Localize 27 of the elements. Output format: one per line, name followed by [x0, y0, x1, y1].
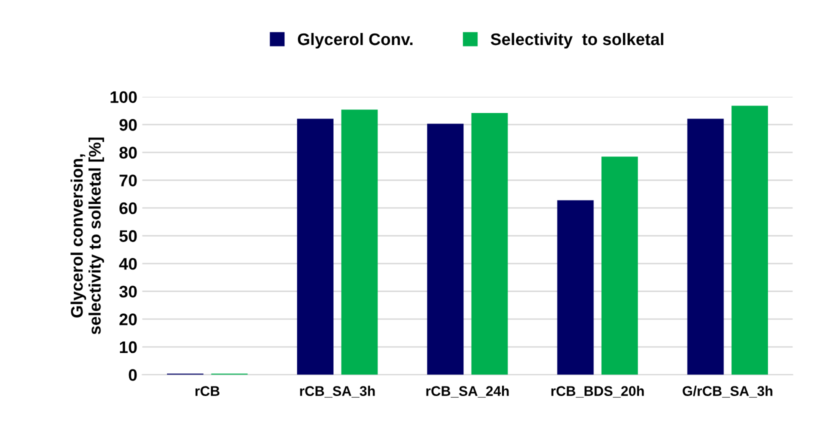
bar	[732, 106, 768, 375]
x-tick-label: rCB_SA_24h	[426, 386, 509, 398]
x-tick-label: rCB	[196, 386, 220, 396]
y-tick-label: 50	[119, 230, 137, 242]
bar	[601, 156, 638, 375]
y-tick-label: 90	[119, 119, 137, 131]
y-tick-label: 40	[119, 258, 137, 270]
legend-label: Glycerol Conv.	[298, 32, 412, 48]
y-tick-label: 60	[119, 202, 137, 214]
y-tick-label: 30	[119, 286, 137, 298]
y-tick-label: 0	[128, 369, 137, 381]
y-tick-label: 100	[110, 91, 137, 104]
y-axis-title: Glycerol conversion, selectivity to solketal [%]	[70, 138, 104, 334]
bar	[341, 110, 378, 375]
bar	[297, 118, 334, 375]
legend-label: Selectivity to solketal	[490, 32, 664, 48]
y-tick-label: 20	[119, 314, 137, 326]
x-tick-label: rCB_BDS_20h	[551, 386, 644, 398]
bar	[471, 112, 508, 375]
x-tick-label: rCB_SA_3h	[300, 386, 375, 398]
bar	[427, 124, 464, 375]
bar	[557, 200, 594, 375]
y-tick-label: 80	[119, 146, 137, 159]
y-tick-label: 10	[120, 341, 137, 354]
y-tick-label: 70	[120, 174, 137, 186]
x-tick-label: G/rCB_SA_3h	[682, 386, 772, 398]
bar	[687, 118, 724, 375]
